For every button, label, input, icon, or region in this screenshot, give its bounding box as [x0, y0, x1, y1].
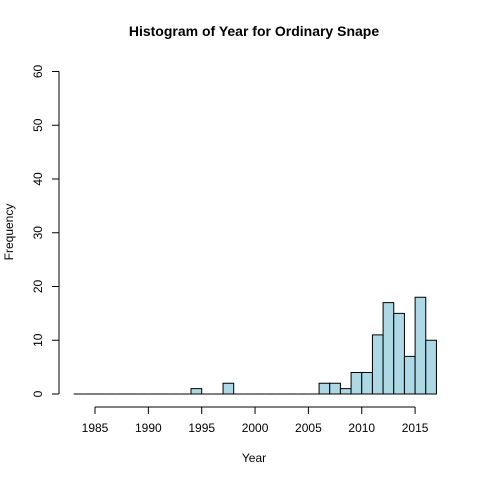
y-axis-label: Frequency [2, 204, 16, 261]
y-tick-label: 50 [31, 118, 45, 132]
histogram-bar [371, 334, 384, 395]
histogram-bar [222, 382, 235, 395]
y-tick-label: 10 [31, 333, 45, 347]
x-axis: 1985 1990 1995 2000 2005 2010 2015 [82, 406, 429, 435]
histogram-bar [403, 355, 416, 395]
histogram-bar [329, 382, 341, 395]
histogram-bar [393, 312, 405, 395]
x-tick-label: 2015 [402, 421, 429, 435]
x-tick-label: 2000 [242, 421, 269, 435]
y-tick-label: 40 [31, 172, 45, 186]
histogram-bar [425, 339, 437, 395]
y-tick-label: 20 [31, 280, 45, 294]
histogram-bar [350, 372, 363, 395]
x-tick-label: 1985 [82, 421, 109, 435]
y-tick-label: 60 [31, 65, 45, 79]
histogram-bar [414, 296, 427, 395]
x-tick-label: 2005 [295, 421, 322, 435]
x-tick-label: 2010 [348, 421, 375, 435]
y-axis: 0 10 20 30 40 50 60 [31, 65, 60, 397]
histogram-bar [318, 382, 331, 395]
y-tick-label: 30 [31, 226, 45, 240]
histogram-bar [382, 302, 395, 395]
x-axis-label: Year [242, 451, 266, 465]
histogram-bar [361, 372, 373, 395]
bars-group [73, 296, 437, 395]
x-tick-label: 1990 [135, 421, 162, 435]
histogram-bar [190, 388, 203, 395]
x-tick-label: 1995 [188, 421, 215, 435]
histogram-bar [339, 388, 352, 395]
y-tick-label: 0 [31, 390, 45, 397]
chart-title: Histogram of Year for Ordinary Snape [129, 23, 379, 39]
